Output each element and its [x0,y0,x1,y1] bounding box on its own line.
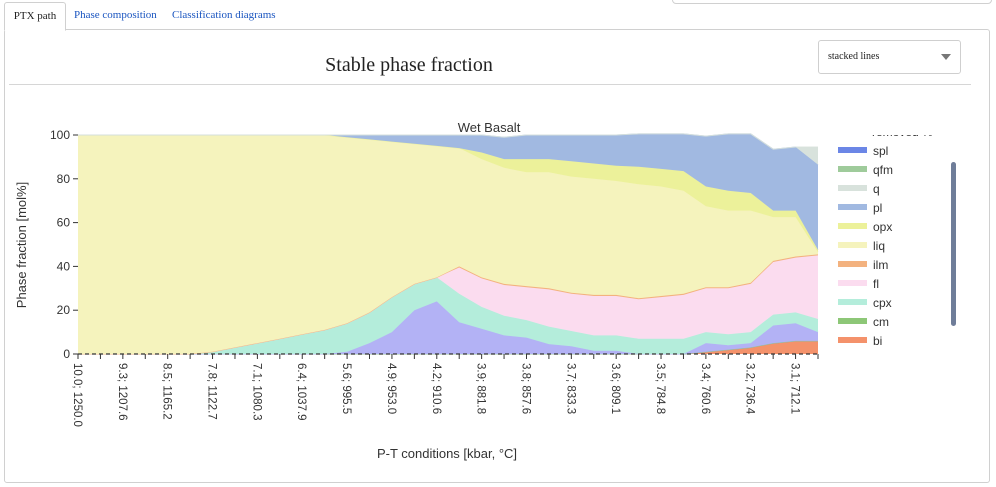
chart-areas [78,133,819,355]
y-tick-label: 0 [63,347,70,361]
x-tick-label: 7.8; 1122.7 [206,363,218,420]
dropdown-selected-value: stacked lines [828,51,880,62]
legend-swatch-opx [838,223,867,229]
legend-label-ilm[interactable]: ilm [873,258,888,272]
y-tick-label: 100 [50,128,70,142]
x-tick-label: 3.8; 857.6 [519,363,531,414]
legend-swatch-q [838,185,867,191]
legend-swatch-liq [838,242,867,248]
x-tick-label: 3.1; 712.1 [789,363,801,414]
x-tick-label: 3.5; 784.8 [654,363,666,414]
x-tick-label: 3.2; 736.4 [744,363,756,415]
area-liq [78,135,818,354]
legend-label-cpx[interactable]: cpx [873,296,892,310]
area-unlisted [78,301,818,354]
x-axis-label: P-T conditions [kbar, °C] [377,446,517,461]
legend-label-fl[interactable]: fl [873,277,879,291]
x-tick-label: 3.4; 760.6 [699,363,711,414]
legend-scrollbar[interactable] [951,162,956,326]
x-tick-label: 7.1; 1080.3 [250,363,262,421]
x-tick-label: 4.9; 953.0 [385,363,397,414]
legend-swatch-cm [838,318,867,324]
tab-ptx-path[interactable]: PTX path [4,2,66,31]
x-tick-label: 9.3; 1207.6 [116,363,128,421]
x-tick-label: 10.0; 1250.0 [71,363,83,427]
legend-label-bi[interactable]: bi [873,334,882,348]
legend-swatch-pl [838,204,867,210]
x-tick-label: 3.7; 833.3 [564,363,576,414]
y-tick-label: 20 [57,303,71,317]
area-fl [78,255,818,354]
x-tick-label: 6.4; 1037.9 [295,363,307,421]
title-divider [9,84,971,85]
chart-legend: removed % spl qfm q pl opx liq ilm fl cpx cm bi [838,125,933,348]
legend-swatch-bi [838,337,867,343]
page-title: Stable phase fraction [325,54,493,76]
y-tick-label: 40 [57,259,71,273]
x-tick-label: 3.9; 881.8 [475,363,487,414]
chart-title: Wet Basalt [458,120,521,135]
x-tick-label: 3.6; 809.1 [609,363,621,414]
y-tick-label: 60 [57,216,71,230]
y-tick-label: 80 [57,172,71,186]
chevron-down-icon [941,54,951,60]
chart-axes: 0 20 40 60 80 100 10.0; 1250.0 9.3; 1207.6 8.5; … [50,128,819,427]
legend-label-qfm[interactable]: qfm [873,163,893,177]
legend-header: removed % [872,125,933,139]
legend-swatch-qfm [838,166,867,172]
y-axis-label: Phase fraction [mol%] [14,182,29,308]
legend-swatch-ilm [838,261,867,267]
tab-classification-diagrams[interactable]: Classification diagrams [172,9,276,21]
legend-label-opx[interactable]: opx [873,220,892,234]
legend-label-liq[interactable]: liq [873,239,885,253]
legend-swatch-fl [838,280,867,286]
legend-label-q[interactable]: q [873,182,880,196]
line-q [78,133,818,150]
x-tick-label: 5.6; 995.5 [340,363,352,414]
plot-type-dropdown[interactable]: stacked lines [818,40,961,74]
x-tick-label: 4.2; 910.6 [430,363,442,414]
area-pl [78,133,818,250]
legend-label-spl[interactable]: spl [873,144,888,158]
legend-label-pl[interactable]: pl [873,201,882,215]
legend-swatch-cpx [838,299,867,305]
tab-phase-composition[interactable]: Phase composition [74,9,157,21]
tab-bar: PTX path Phase composition Classificatio… [0,0,996,31]
legend-label-cm[interactable]: cm [873,315,889,329]
x-tick-label: 8.5; 1165.2 [161,363,173,420]
legend-swatch-spl [838,147,867,153]
area-cpx [78,277,818,354]
area-bi [78,340,818,354]
